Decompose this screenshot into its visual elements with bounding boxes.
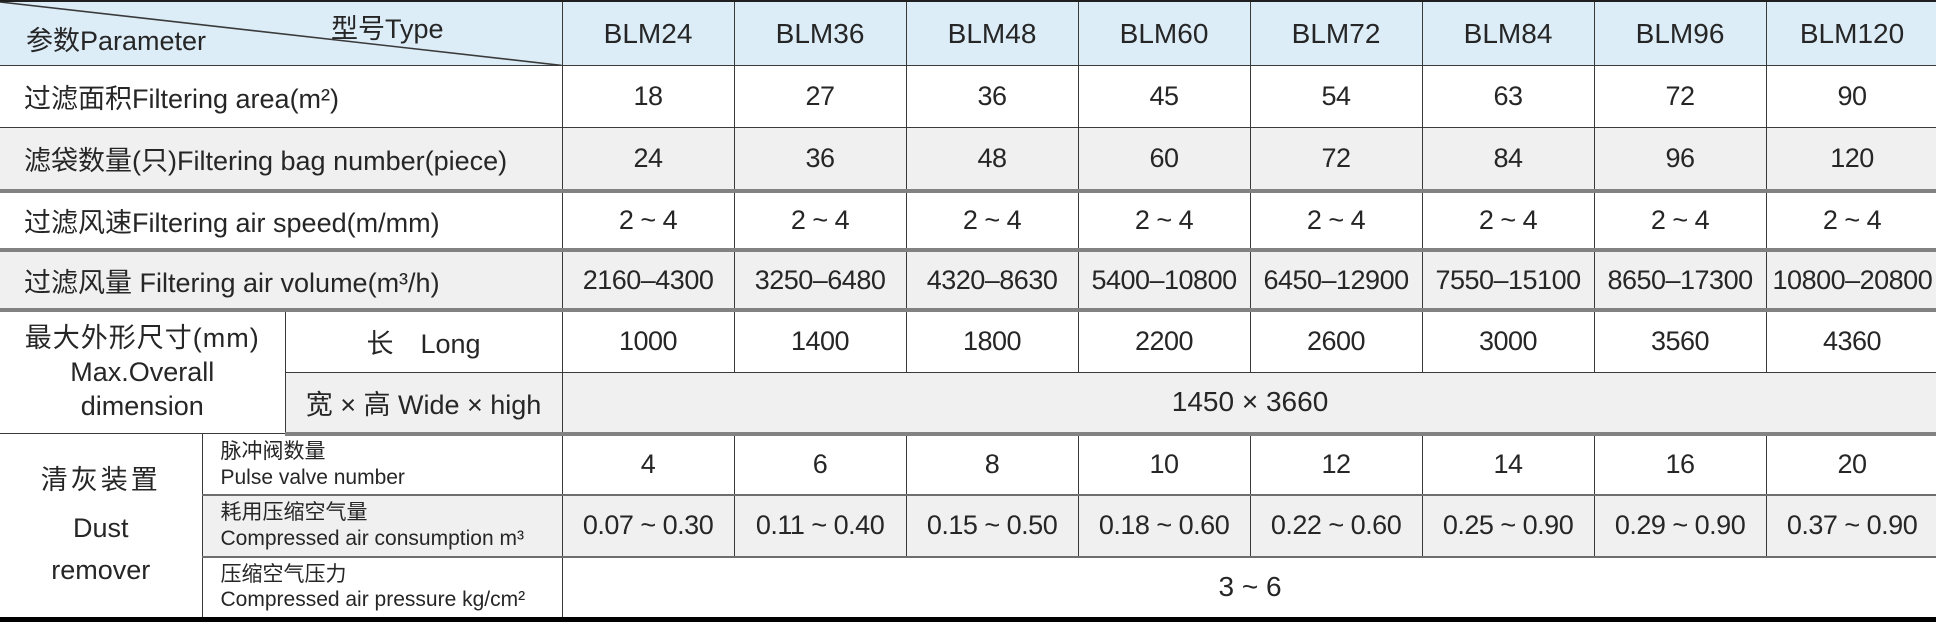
value-cell: 2 ~ 4 (561, 190, 735, 253)
dust-remover-label-en: remover (51, 554, 151, 585)
row-label-air-speed: 过滤风速Filtering air speed(m/mm) (0, 190, 563, 253)
model-header-blm120: BLM120 (1765, 0, 1936, 67)
value-cell: 12 (1249, 433, 1423, 496)
value-cell: 120 (1765, 127, 1936, 193)
header-row: 型号Type 参数Parameter BLM24 BLM36 BLM48 BLM… (0, 0, 1936, 67)
value-cell: 3250–6480 (733, 249, 907, 313)
dust-remover-label-zh: 清灰装置 (40, 465, 161, 496)
value-cell: 36 (733, 127, 907, 193)
value-cell: 72 (1593, 65, 1767, 129)
value-cell: 3000 (1421, 309, 1595, 373)
value-cell: 6 (733, 433, 907, 496)
value-cell: 0.37 ~ 0.90 (1765, 494, 1936, 558)
value-cell: 0.25 ~ 0.90 (1421, 494, 1595, 558)
row-dimension-wide-high: 宽 × 高 Wide × high 1450 × 3660 (0, 371, 1936, 436)
row-dimension-long: 最大外形尺寸(mm) Max.Overall dimension 长 Long … (0, 309, 1936, 435)
model-header-blm72: BLM72 (1249, 0, 1423, 67)
dimension-label-zh: 最大外形尺寸(mm) (24, 323, 260, 354)
row-air-volume: 过滤风量 Filtering air volume(m³/h) 2160–430… (0, 249, 1936, 313)
dimension-label-en: dimension (80, 390, 204, 421)
value-cell: 1800 (905, 309, 1079, 373)
row-bag-number: 滤袋数量(只)Filtering bag number(piece) 24 36… (0, 127, 1936, 193)
value-cell: 14 (1421, 433, 1595, 496)
model-header-blm48: BLM48 (905, 0, 1079, 67)
value-cell: 0.15 ~ 0.50 (905, 494, 1079, 558)
sub-label-air-consumption: 耗用压缩空气量 Compressed air consumption m³ (202, 494, 563, 558)
value-cell: 84 (1421, 127, 1595, 193)
sub-label-pulse-valve: 脉冲阀数量 Pulse valve number (201, 433, 563, 496)
type-header-label: 型号Type (330, 14, 444, 44)
value-cell: 0.07 ~ 0.30 (561, 494, 735, 558)
parameter-header-label: 参数Parameter (26, 26, 207, 57)
value-cell: 4360 (1765, 309, 1936, 373)
value-cell: 2 ~ 4 (905, 190, 1079, 253)
sub-label-wide-high: 宽 × 高 Wide × high (285, 371, 563, 436)
row-air-consumption: 耗用压缩空气量 Compressed air consumption m³ 0.… (0, 494, 1936, 558)
value-cell: 24 (561, 127, 735, 193)
value-cell: 72 (1249, 127, 1423, 193)
value-cell: 6450–12900 (1249, 249, 1423, 313)
value-cell: 90 (1765, 65, 1936, 129)
row-filtering-area: 过滤面积Filtering area(m²) 18 27 36 45 54 63… (0, 65, 1936, 129)
row-label-bag-number: 滤袋数量(只)Filtering bag number(piece) (0, 127, 563, 193)
row-label-filtering-area: 过滤面积Filtering area(m²) (0, 65, 563, 129)
value-cell: 7550–15100 (1421, 249, 1595, 313)
value-cell: 0.11 ~ 0.40 (733, 494, 907, 558)
value-cell: 2160–4300 (561, 249, 735, 313)
value-cell: 18 (561, 65, 735, 129)
value-cell: 2 ~ 4 (1077, 190, 1251, 253)
value-cell: 2200 (1077, 309, 1251, 373)
diagonal-divider-line (0, 2, 562, 65)
value-cell: 2 ~ 4 (1249, 190, 1423, 253)
value-cell: 45 (1077, 65, 1251, 129)
value-cell: 36 (905, 65, 1079, 129)
value-cell: 20 (1765, 433, 1936, 496)
value-cell: 4320–8630 (905, 249, 1079, 313)
value-cell: 63 (1421, 65, 1595, 129)
value-cell: 2 ~ 4 (733, 190, 907, 253)
merged-value-wide-high: 1450 × 3660 (561, 371, 1936, 436)
model-header-blm24: BLM24 (561, 0, 735, 67)
row-pulse-valve: 清灰装置 Dust remover 脉冲阀数量 Pulse valve numb… (0, 433, 1936, 621)
model-header-blm96: BLM96 (1593, 0, 1767, 67)
model-header-blm60: BLM60 (1077, 0, 1251, 67)
value-cell: 1000 (561, 309, 735, 373)
value-cell: 16 (1593, 433, 1767, 496)
value-cell: 48 (905, 127, 1079, 193)
value-cell: 8650–17300 (1593, 249, 1767, 313)
value-cell: 2 ~ 4 (1421, 190, 1595, 253)
group-label-dust-remover: 清灰装置 Dust remover (0, 433, 203, 621)
value-cell: 27 (733, 65, 907, 129)
value-cell: 0.22 ~ 0.60 (1249, 494, 1423, 558)
model-header-blm36: BLM36 (733, 0, 907, 67)
value-cell: 5400–10800 (1077, 249, 1251, 313)
value-cell: 8 (905, 433, 1079, 496)
group-label-dimension: 最大外形尺寸(mm) Max.Overall dimension (0, 309, 286, 435)
value-cell: 10800–20800 (1765, 249, 1936, 313)
value-cell: 10 (1077, 433, 1251, 496)
sub-label-long: 长 Long (284, 309, 563, 373)
dimension-label-en: Max.Overall (70, 356, 215, 387)
row-label-air-volume: 过滤风量 Filtering air volume(m³/h) (0, 249, 563, 313)
model-header-blm84: BLM84 (1421, 0, 1595, 67)
value-cell: 2 ~ 4 (1593, 190, 1767, 253)
merged-value-air-pressure: 3 ~ 6 (561, 556, 1936, 620)
value-cell: 2 ~ 4 (1765, 190, 1936, 253)
value-cell: 0.18 ~ 0.60 (1077, 494, 1251, 558)
value-cell: 2600 (1249, 309, 1423, 373)
sub-label-air-pressure: 压缩空气压力 Compressed air pressure kg/cm² (202, 556, 563, 620)
value-cell: 3560 (1593, 309, 1767, 373)
value-cell: 4 (561, 433, 735, 496)
corner-header-cell: 型号Type 参数Parameter (0, 0, 563, 67)
value-cell: 54 (1249, 65, 1423, 129)
value-cell: 0.29 ~ 0.90 (1593, 494, 1767, 558)
row-air-speed: 过滤风速Filtering air speed(m/mm) 2 ~ 4 2 ~ … (0, 190, 1936, 253)
value-cell: 96 (1593, 127, 1767, 193)
value-cell: 60 (1077, 127, 1251, 193)
row-air-pressure: 压缩空气压力 Compressed air pressure kg/cm² 3 … (0, 556, 1936, 620)
dust-remover-label-en: Dust (72, 512, 129, 543)
value-cell: 1400 (733, 309, 907, 373)
